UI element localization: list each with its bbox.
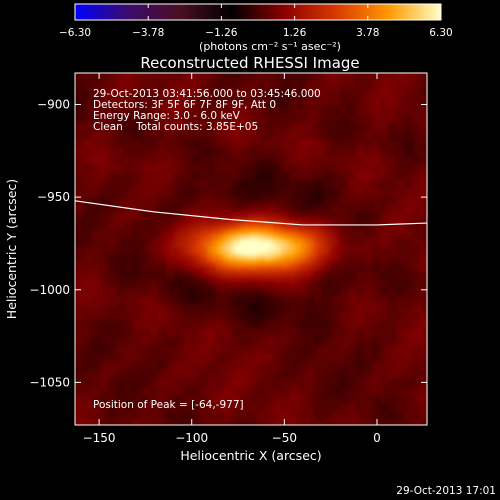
colorbar-tick-label: −3.78: [132, 27, 164, 39]
y-axis-ticks: −900 −950 −1000 −1050: [29, 97, 427, 389]
x-tick-label: −100: [175, 431, 208, 445]
plot-area: −150 −100 −50 0 −900 −950 −1000 −1050: [29, 72, 428, 445]
time-range-text: 29-Oct-2013 03:41:56.000 to 03:45:46.000: [93, 88, 321, 100]
colorbar-tick-label: 3.78: [356, 27, 379, 39]
y-tick-label: −1000: [29, 283, 70, 297]
peak-position-text: Position of Peak = [-64,-977]: [93, 399, 244, 411]
clean-counts-text: Clean Total counts: 3.85E+05: [93, 121, 258, 133]
x-axis-label: Heliocentric X (arcsec): [180, 448, 321, 463]
observation-info: 29-Oct-2013 03:41:56.000 to 03:45:46.000…: [93, 88, 321, 133]
y-axis-label: Heliocentric Y (arcsec): [4, 179, 19, 319]
colorbar-gradient: [74, 3, 442, 21]
colorbar-tick-label: 1.26: [283, 27, 307, 39]
timestamp: 29-Oct-2013 17:01: [396, 485, 496, 497]
x-tick-label: −50: [272, 431, 297, 445]
energy-range-text: Energy Range: 3.0 - 6.0 keV: [93, 110, 241, 122]
colorbar-tick-label: 6.30: [429, 27, 452, 39]
colorbar-tick-label: −6.30: [59, 27, 91, 39]
heatmap-image: [75, 73, 427, 425]
colorbar-label: (photons cm⁻² s⁻¹ asec⁻²): [199, 40, 341, 53]
y-tick-label: −1050: [29, 375, 70, 389]
solar-limb-line: [74, 200, 428, 226]
x-axis-ticks: −150 −100 −50 0: [83, 73, 381, 445]
plot-frame: [74, 72, 428, 426]
x-tick-label: −150: [83, 431, 116, 445]
y-tick-label: −950: [37, 190, 70, 204]
chart-title: Reconstructed RHESSI Image: [140, 54, 359, 72]
y-tick-label: −900: [37, 97, 70, 111]
colorbar-ticks: −6.30 −3.78 −1.26 1.26 3.78 6.30: [59, 4, 453, 39]
colorbar: −6.30 −3.78 −1.26 1.26 3.78 6.30 (photons cm⁻…: [59, 3, 453, 53]
colorbar-tick-label: −1.26: [205, 27, 237, 39]
detectors-text: Detectors: 3F 5F 6F 7F 8F 9F, Att 0: [93, 99, 276, 111]
x-tick-label: 0: [373, 431, 381, 445]
